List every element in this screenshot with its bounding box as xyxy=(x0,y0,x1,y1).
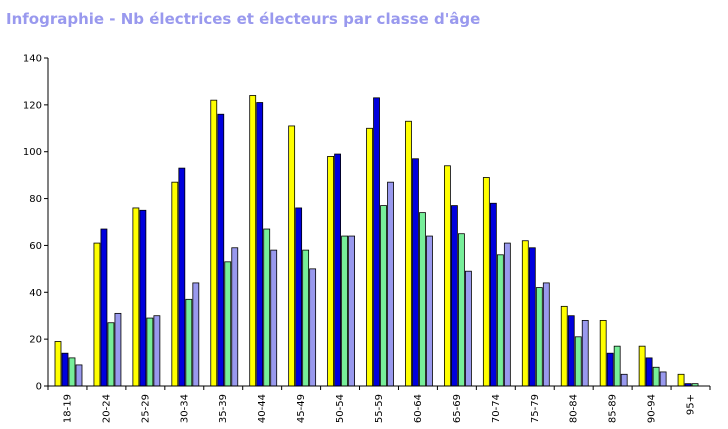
x-tick-label: 35-39 xyxy=(218,394,229,423)
x-axis-ticks: 18-19 20-24 25-29 30-34 35-39 40-44 45-49 50-54… xyxy=(47,386,711,423)
bar xyxy=(465,270,472,387)
bar xyxy=(185,298,193,387)
bar xyxy=(270,249,278,387)
bar xyxy=(178,167,186,387)
x-tick-label: 65-69 xyxy=(452,394,463,423)
bar xyxy=(107,322,115,387)
bar xyxy=(210,99,218,387)
bar xyxy=(444,165,451,387)
x-tick-label: 70-74 xyxy=(491,394,502,423)
bar xyxy=(192,282,200,387)
bar xyxy=(288,125,296,387)
bar xyxy=(380,205,387,387)
y-tick-label: 100 xyxy=(23,147,42,158)
bar xyxy=(61,352,69,387)
bar xyxy=(231,247,239,387)
x-tick-label: 60-64 xyxy=(413,394,424,423)
bar xyxy=(153,315,161,387)
x-tick-label: 55-59 xyxy=(374,394,385,423)
bar xyxy=(171,181,179,387)
bar xyxy=(256,102,264,387)
bar xyxy=(373,97,380,387)
bars xyxy=(54,95,699,387)
x-tick-label: 40-44 xyxy=(257,394,268,423)
bar xyxy=(581,319,589,387)
bar xyxy=(606,352,614,387)
bar xyxy=(567,315,575,387)
bar xyxy=(295,207,303,387)
bar xyxy=(426,235,433,387)
bar xyxy=(334,153,341,387)
bar xyxy=(75,364,83,387)
bar xyxy=(327,155,334,387)
y-tick-label: 120 xyxy=(23,100,42,111)
bar xyxy=(387,181,394,387)
bar xyxy=(54,341,62,387)
bar xyxy=(677,373,685,387)
x-tick-label: 45-49 xyxy=(296,394,307,423)
bar xyxy=(419,212,426,387)
bar xyxy=(146,317,154,387)
bar xyxy=(412,158,419,387)
x-tick-label: 95+ xyxy=(686,394,697,415)
bar xyxy=(132,207,140,387)
x-tick-label: 20-24 xyxy=(101,394,112,423)
bar xyxy=(217,113,225,387)
bar xyxy=(528,247,536,387)
bar xyxy=(521,240,529,387)
x-tick-label: 25-29 xyxy=(140,394,151,423)
y-tick-label: 20 xyxy=(29,335,42,346)
chart-title: Infographie - Nb électrices et électeurs… xyxy=(6,10,481,28)
x-tick-label: 80-84 xyxy=(569,394,580,423)
bar xyxy=(139,209,147,387)
bar xyxy=(659,371,667,387)
bar xyxy=(341,235,348,387)
bar xyxy=(613,345,621,387)
x-tick-label: 75-79 xyxy=(530,394,541,423)
x-tick-label: 50-54 xyxy=(335,394,346,423)
bar xyxy=(100,228,108,387)
bar xyxy=(599,319,607,387)
y-tick-label: 0 xyxy=(36,382,42,393)
bar xyxy=(224,261,232,387)
bar xyxy=(652,366,660,387)
bar xyxy=(249,95,257,387)
y-axis-ticks: 0 20 40 60 80 100 120 140 xyxy=(23,54,48,393)
bar xyxy=(93,242,101,387)
bar xyxy=(560,305,568,387)
bar xyxy=(458,233,465,387)
bar xyxy=(620,373,628,387)
bar xyxy=(405,120,412,387)
x-tick-label: 90-94 xyxy=(647,394,658,423)
bar xyxy=(482,177,490,387)
x-tick-label: 85-89 xyxy=(608,394,619,423)
y-tick-label: 60 xyxy=(29,241,42,252)
bar xyxy=(263,228,271,387)
bar xyxy=(503,242,511,387)
x-tick-label: 30-34 xyxy=(179,394,190,423)
bar xyxy=(574,336,582,387)
bar xyxy=(366,127,373,387)
bar xyxy=(489,202,497,387)
y-tick-label: 40 xyxy=(29,288,42,299)
bar xyxy=(451,205,458,387)
bar xyxy=(535,287,543,387)
bar xyxy=(638,345,646,387)
y-tick-label: 140 xyxy=(23,54,42,65)
bar xyxy=(542,282,550,387)
bar xyxy=(302,249,310,387)
bar xyxy=(114,312,122,387)
y-tick-label: 80 xyxy=(29,194,42,205)
bar xyxy=(309,268,317,387)
bar xyxy=(68,357,76,387)
bar xyxy=(645,357,653,387)
x-tick-label: 18-19 xyxy=(62,394,73,423)
bar xyxy=(348,235,355,387)
bar xyxy=(496,254,504,387)
